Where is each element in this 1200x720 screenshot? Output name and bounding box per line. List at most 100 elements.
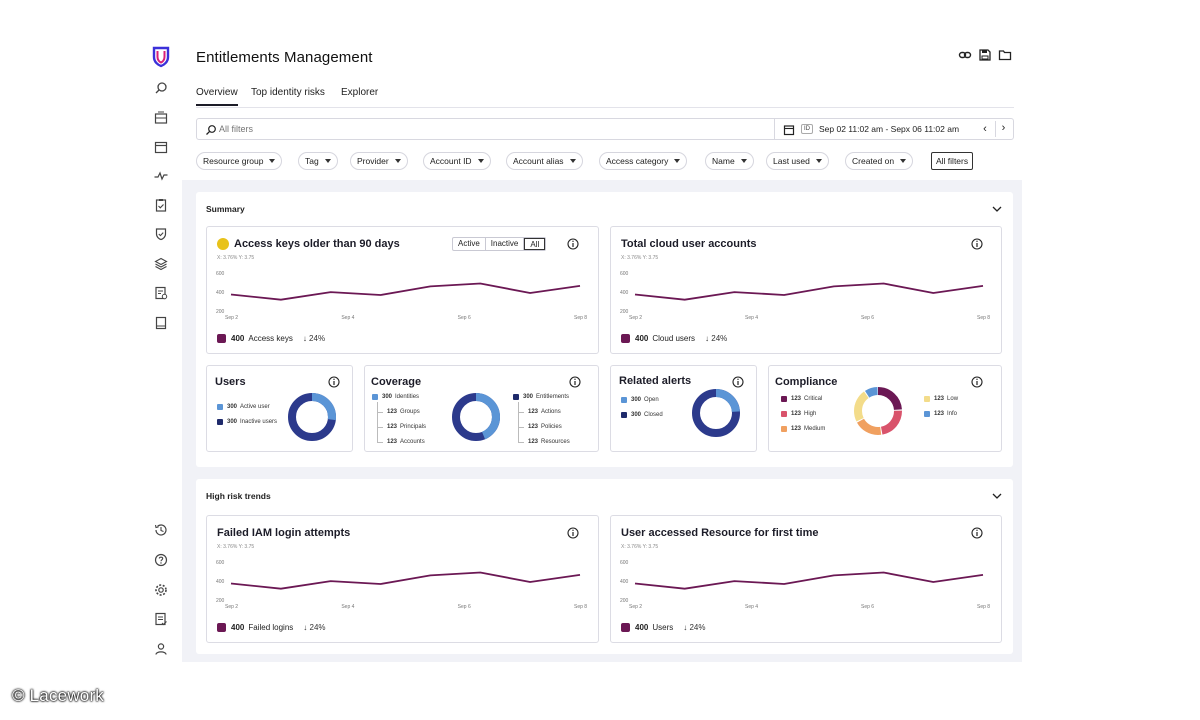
legend-delta: ↓ 24%: [302, 334, 326, 343]
x-tick-label: Sep 6: [457, 315, 471, 321]
user-profile-icon[interactable]: [153, 641, 169, 657]
audit-icon[interactable]: [153, 611, 169, 627]
chevron-down-icon[interactable]: [991, 202, 1003, 214]
tab-top-identity-risks[interactable]: Top identity risks: [251, 87, 325, 98]
search-icon[interactable]: [153, 80, 169, 96]
calendar-icon[interactable]: [153, 139, 169, 155]
legend-item: 123 Groups: [387, 409, 420, 415]
chevron-down-icon[interactable]: [991, 489, 1003, 501]
layers-icon[interactable]: [153, 256, 169, 272]
filter-bar: ID Sep 02 11:02 am - Sepx 06 11:02 am ‹ …: [196, 118, 1014, 140]
chip-tag[interactable]: Tag: [298, 152, 338, 170]
tab-bar: Overview Top identity risks Explorer: [196, 84, 1014, 108]
chip-created-on[interactable]: Created on: [845, 152, 914, 170]
activity-icon[interactable]: [153, 168, 169, 184]
legend-swatch: [513, 394, 519, 400]
legend-swatch: [621, 623, 630, 632]
toggle-all[interactable]: All: [524, 238, 546, 250]
cursor-readout: X: 3.76% Y: 3.75: [217, 544, 255, 550]
report-icon[interactable]: [153, 285, 169, 301]
info-icon[interactable]: [971, 375, 983, 388]
related-alerts-card: Related alerts 300 Open 300 Closed: [610, 365, 757, 452]
legend-value: 400: [635, 623, 649, 632]
info-icon[interactable]: [567, 237, 579, 250]
help-icon[interactable]: [153, 552, 169, 568]
tree-branch: [377, 427, 383, 428]
compliance-card: Compliance 123 Critical 123 High 123 Medium…: [768, 365, 1002, 452]
compliance-donut: [854, 387, 902, 435]
legend-value: 400: [231, 623, 245, 632]
legend-item: 123 Policies: [528, 424, 562, 430]
line-chart: 600 400 200 Sep 2 Sep 4 Sep 6 Sep 8: [611, 516, 1003, 644]
y-tick-label: 600: [620, 271, 629, 277]
tab-explorer[interactable]: Explorer: [341, 87, 379, 98]
copyright-watermark: © Lacework: [12, 686, 105, 705]
chip-account-alias[interactable]: Account alias: [506, 152, 583, 170]
chip-account-id[interactable]: Account ID: [423, 152, 491, 170]
shield-check-icon[interactable]: [153, 226, 169, 242]
users-donut: [288, 393, 336, 441]
legend-item: 300 Active user: [217, 404, 270, 410]
info-icon[interactable]: [971, 526, 983, 539]
y-tick-label: 400: [216, 579, 225, 585]
chevron-right-icon[interactable]: ›: [995, 121, 1011, 137]
toggle-inactive[interactable]: Inactive: [486, 238, 525, 250]
cursor-readout: X: 3.76% Y: 3.75: [621, 255, 659, 261]
card-title: Access keys older than 90 days: [234, 238, 400, 250]
x-tick-label: Sep 8: [574, 315, 588, 321]
chart-plot: [230, 282, 581, 301]
first-access-card: User accessed Resource for first time X:…: [610, 515, 1002, 643]
line-chart: 600 400 200 Sep 2 Sep 4 Sep 6 Sep 8: [611, 227, 1003, 355]
chart-legend: 400 Users ↓ 24%: [621, 623, 705, 632]
history-icon[interactable]: [153, 522, 169, 538]
settings-gear-icon[interactable]: [153, 582, 169, 598]
date-range-picker[interactable]: ID Sep 02 11:02 am - Sepx 06 11:02 am ‹ …: [774, 119, 1014, 139]
chip-resource-group[interactable]: Resource group: [196, 152, 283, 170]
coverage-donut: [452, 393, 500, 441]
chip-name[interactable]: Name: [705, 152, 754, 170]
x-tick-label: Sep 4: [341, 604, 355, 610]
chart-plot: [634, 571, 984, 590]
save-icon[interactable]: [978, 48, 992, 62]
link-icon[interactable]: [958, 48, 972, 62]
toggle-active[interactable]: Active: [453, 238, 486, 250]
info-icon[interactable]: [567, 526, 579, 539]
caret-down-icon: [394, 159, 401, 163]
info-icon[interactable]: [328, 375, 340, 388]
info-icon[interactable]: [971, 237, 983, 250]
tab-overview[interactable]: Overview: [196, 87, 238, 106]
legend-item: 123 Low: [924, 396, 958, 402]
y-tick-label: 200: [620, 598, 629, 604]
x-tick-label: Sep 8: [977, 315, 991, 321]
legend-swatch: [621, 397, 627, 403]
all-filters-button[interactable]: All filters: [931, 152, 974, 170]
chip-provider[interactable]: Provider: [350, 152, 408, 170]
clipboard-icon[interactable]: [153, 197, 169, 213]
x-tick-label: Sep 2: [225, 315, 239, 321]
card-title: Failed IAM login attempts: [217, 527, 351, 539]
logo-icon[interactable]: [151, 46, 171, 68]
book-icon[interactable]: [153, 315, 169, 331]
x-tick-label: Sep 4: [745, 604, 759, 610]
calendar-icon: [783, 123, 795, 136]
folder-icon[interactable]: [998, 48, 1012, 62]
chip-access-category[interactable]: Access category: [599, 152, 688, 170]
x-tick-label: Sep 8: [977, 604, 991, 610]
chevron-left-icon[interactable]: ‹: [983, 123, 987, 135]
info-icon[interactable]: [569, 375, 581, 388]
cloud-users-card: Total cloud user accounts X: 3.76% Y: 3.…: [610, 226, 1002, 354]
chip-last-used[interactable]: Last used: [766, 152, 829, 170]
timezone-badge: ID: [801, 124, 813, 134]
x-tick-label: Sep 2: [629, 315, 643, 321]
y-tick-label: 200: [216, 598, 225, 604]
dashboard-icon[interactable]: [153, 110, 169, 126]
filter-search-input[interactable]: [219, 121, 759, 137]
chart-legend: 400 Cloud users ↓ 24%: [621, 334, 727, 343]
coverage-card: Coverage 300 Identities 123 Groups 123 Prin…: [364, 365, 599, 452]
y-tick-label: 400: [216, 290, 225, 296]
info-icon[interactable]: [732, 375, 744, 388]
tree-line: [377, 402, 378, 442]
caret-down-icon: [269, 159, 276, 163]
cursor-readout: X: 3.76% Y: 3.75: [217, 255, 255, 261]
